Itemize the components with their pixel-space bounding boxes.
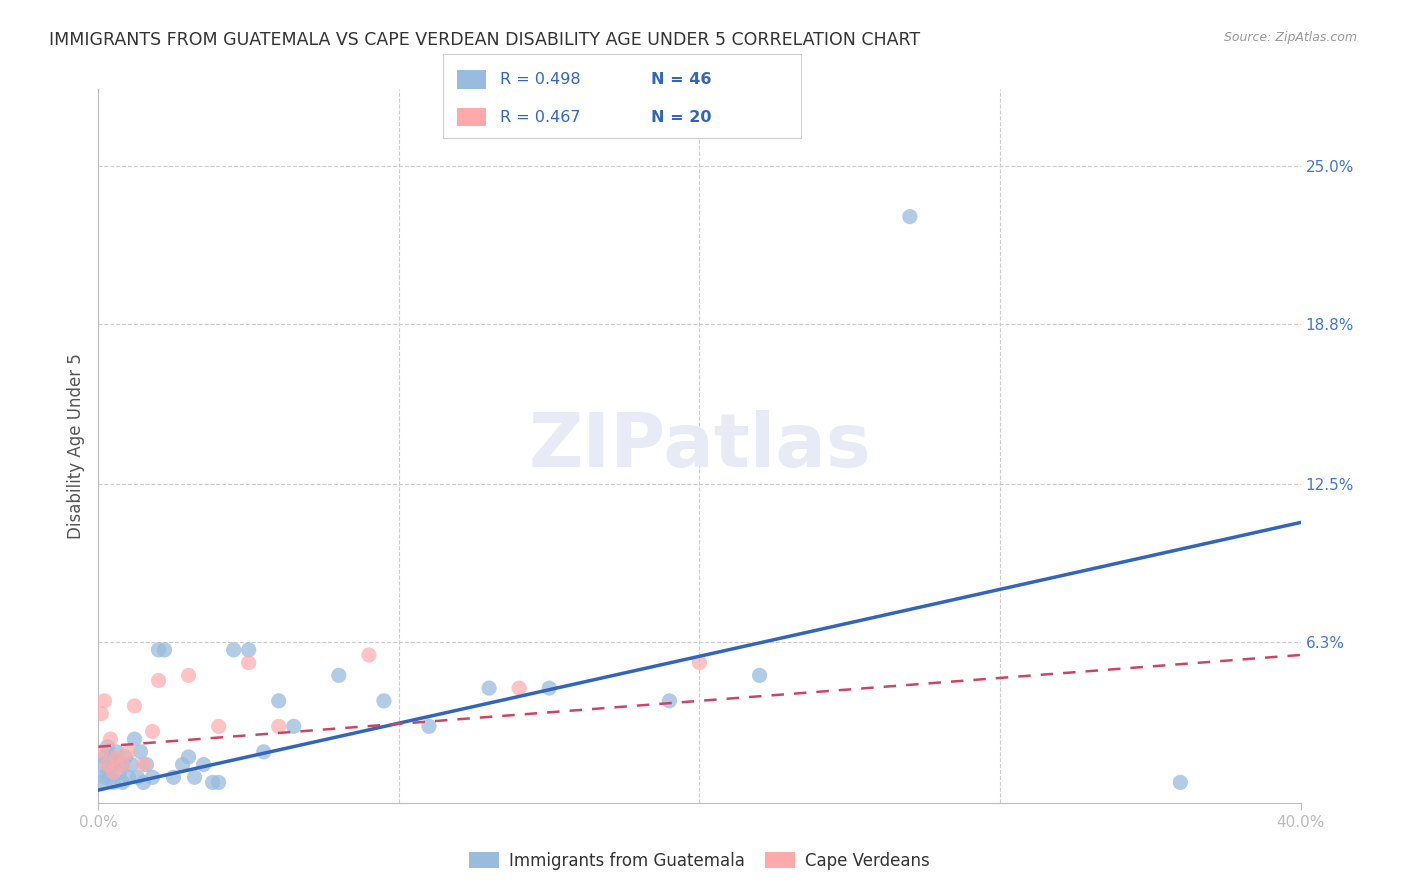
- Point: [114, 750, 136, 764]
- Text: Source: ZipAtlas.com: Source: ZipAtlas.com: [1223, 31, 1357, 45]
- Point: [208, 719, 231, 733]
- Point: [111, 775, 134, 789]
- Point: [201, 775, 224, 789]
- Point: [117, 745, 139, 759]
- Legend: Immigrants from Guatemala, Cape Verdeans: Immigrants from Guatemala, Cape Verdeans: [463, 846, 936, 877]
- Point: [105, 745, 128, 759]
- Text: R = 0.467: R = 0.467: [501, 110, 581, 125]
- Point: [253, 745, 276, 759]
- Point: [124, 732, 146, 747]
- Point: [1170, 775, 1192, 789]
- Point: [478, 681, 501, 695]
- Point: [90, 775, 112, 789]
- FancyBboxPatch shape: [457, 70, 486, 89]
- Point: [93, 770, 115, 784]
- Point: [141, 770, 163, 784]
- Point: [748, 668, 770, 682]
- Point: [267, 719, 290, 733]
- Point: [508, 681, 530, 695]
- Point: [689, 656, 711, 670]
- Point: [193, 757, 215, 772]
- Point: [103, 775, 125, 789]
- Text: ZIPatlas: ZIPatlas: [529, 409, 870, 483]
- Point: [357, 648, 380, 662]
- Point: [238, 643, 260, 657]
- Point: [177, 668, 200, 682]
- Point: [132, 775, 155, 789]
- Point: [96, 739, 118, 754]
- Point: [148, 673, 170, 688]
- Point: [283, 719, 305, 733]
- Point: [108, 765, 131, 780]
- Point: [238, 656, 260, 670]
- Point: [153, 643, 176, 657]
- Point: [418, 719, 440, 733]
- Point: [141, 724, 163, 739]
- Point: [658, 694, 681, 708]
- Y-axis label: Disability Age Under 5: Disability Age Under 5: [66, 353, 84, 539]
- Point: [172, 757, 194, 772]
- Text: N = 20: N = 20: [651, 110, 711, 125]
- Point: [177, 750, 200, 764]
- Point: [117, 770, 139, 784]
- Point: [100, 750, 122, 764]
- Point: [111, 757, 134, 772]
- Point: [267, 694, 290, 708]
- Point: [96, 757, 118, 772]
- Point: [103, 765, 125, 780]
- Point: [96, 765, 118, 780]
- Point: [129, 745, 152, 759]
- Point: [222, 643, 245, 657]
- Text: R = 0.498: R = 0.498: [501, 72, 581, 87]
- Point: [90, 757, 112, 772]
- Point: [538, 681, 561, 695]
- Point: [93, 694, 115, 708]
- Point: [121, 757, 143, 772]
- Point: [132, 757, 155, 772]
- Point: [127, 770, 149, 784]
- FancyBboxPatch shape: [457, 108, 486, 127]
- Point: [90, 706, 112, 721]
- Point: [208, 775, 231, 789]
- Point: [162, 770, 184, 784]
- Point: [148, 643, 170, 657]
- Text: IMMIGRANTS FROM GUATEMALA VS CAPE VERDEAN DISABILITY AGE UNDER 5 CORRELATION CHA: IMMIGRANTS FROM GUATEMALA VS CAPE VERDEA…: [49, 31, 921, 49]
- Point: [373, 694, 395, 708]
- Point: [100, 770, 122, 784]
- Point: [100, 732, 122, 747]
- Point: [898, 210, 921, 224]
- Point: [328, 668, 350, 682]
- Point: [135, 757, 157, 772]
- Point: [124, 698, 146, 713]
- Point: [93, 750, 115, 764]
- Point: [111, 757, 134, 772]
- Point: [90, 745, 112, 759]
- Point: [105, 750, 128, 764]
- Point: [103, 757, 125, 772]
- Point: [183, 770, 205, 784]
- Text: N = 46: N = 46: [651, 72, 711, 87]
